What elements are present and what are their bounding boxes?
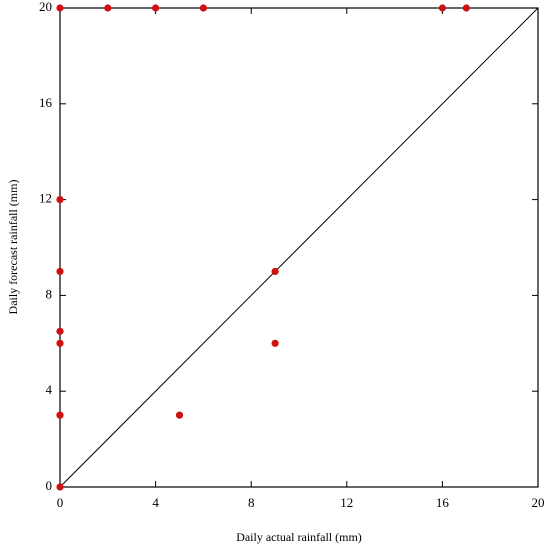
point — [104, 4, 112, 12]
x-axis-label: Daily actual rainfall (mm) — [236, 530, 362, 544]
point — [438, 4, 446, 12]
plot-frame — [59, 7, 539, 488]
point — [56, 483, 64, 491]
point — [56, 411, 64, 419]
reference-line — [59, 7, 539, 488]
x-tick-label: 8 — [248, 495, 255, 510]
x-tick-label: 20 — [532, 495, 545, 510]
y-tick-label: 12 — [39, 191, 52, 206]
x-tick-label: 16 — [436, 495, 450, 510]
x-tick-label: 4 — [152, 495, 159, 510]
y-tick-label: 16 — [39, 95, 53, 110]
y-tick-label: 0 — [46, 478, 53, 493]
point — [271, 267, 279, 276]
point — [462, 4, 470, 12]
point — [56, 267, 64, 276]
y-tick-label: 20 — [39, 0, 52, 14]
point — [56, 327, 64, 335]
point — [56, 339, 64, 347]
point — [56, 196, 64, 204]
x-tick-label: 12 — [340, 495, 353, 510]
point — [56, 4, 64, 12]
y-tick-label: 8 — [46, 286, 53, 301]
y-axis-label: Daily forecast rainfall (mm) — [6, 180, 20, 315]
x-tick-label: 0 — [57, 495, 64, 510]
point — [199, 4, 207, 12]
point — [152, 4, 160, 12]
point — [175, 411, 184, 419]
point — [271, 339, 279, 347]
y-tick-label: 4 — [46, 382, 53, 397]
